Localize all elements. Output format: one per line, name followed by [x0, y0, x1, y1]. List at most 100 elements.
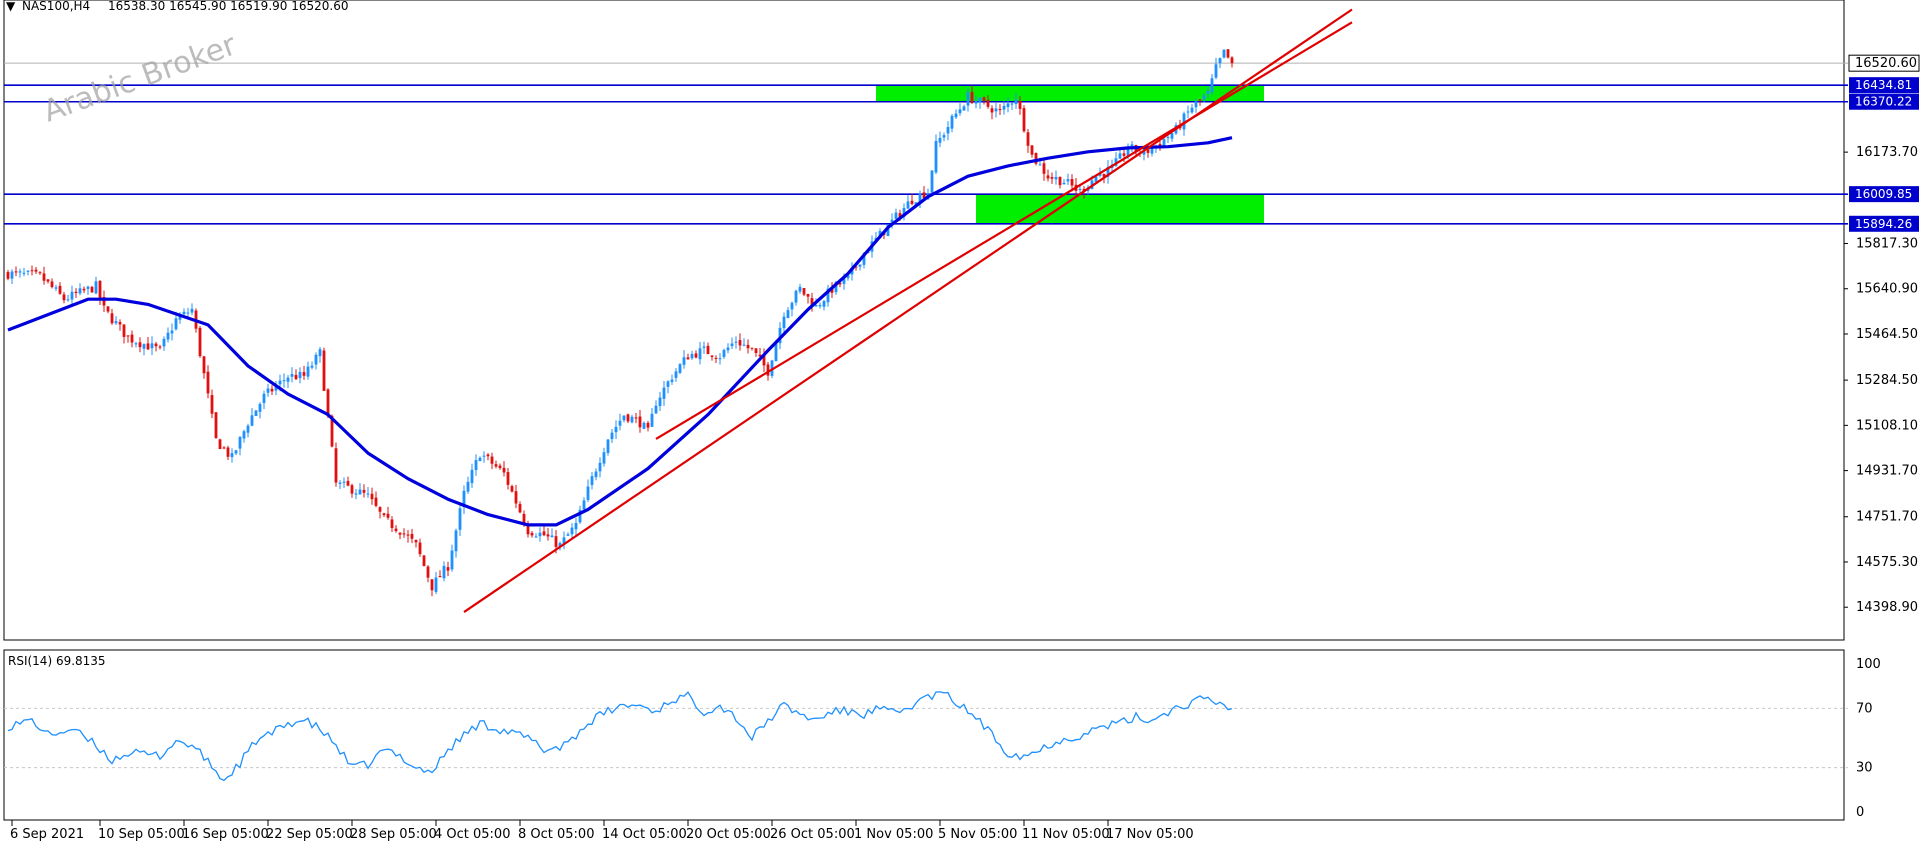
candle-body	[1162, 139, 1166, 147]
candle-body	[266, 388, 270, 393]
candle-body	[414, 539, 418, 543]
candle-body	[1070, 179, 1074, 186]
y-tick-label: 14931.70	[1856, 464, 1918, 479]
level-price-box	[1849, 77, 1919, 94]
candle-body	[890, 219, 894, 223]
candle-body	[1058, 176, 1062, 186]
candle-body	[418, 542, 422, 555]
candle-body	[742, 344, 746, 346]
candle-body	[794, 290, 798, 303]
candle-body	[342, 481, 346, 483]
x-tick-label: 16 Sep 05:00	[182, 827, 269, 842]
candle-body	[814, 305, 818, 307]
candle-body	[326, 389, 330, 417]
candle-body	[242, 431, 246, 439]
trendline	[655, 21, 1353, 440]
candle-body	[238, 437, 242, 449]
candle-body	[722, 349, 726, 357]
candle-body	[254, 410, 258, 416]
candle-body	[534, 536, 538, 538]
candle-body	[362, 489, 366, 493]
candle-body	[1198, 99, 1202, 101]
candle-body	[450, 550, 454, 570]
candle-body	[6, 272, 10, 279]
candle-body	[106, 306, 110, 312]
candle-body	[558, 543, 562, 547]
level-price-label: 15894.26	[1855, 217, 1912, 231]
candle-body	[546, 534, 550, 537]
candle-body	[650, 413, 654, 427]
candle-body	[790, 302, 794, 310]
candle-body	[574, 523, 578, 530]
candle-body	[702, 346, 706, 348]
candle-body	[1014, 99, 1018, 105]
x-tick-label: 17 Nov 05:00	[1106, 827, 1194, 842]
candle-body	[758, 354, 762, 357]
candle-body	[94, 281, 98, 294]
x-tick-label: 14 Oct 05:00	[602, 827, 687, 842]
x-tick-label: 28 Sep 05:00	[350, 827, 437, 842]
candle-body	[614, 426, 618, 433]
candle-body	[974, 101, 978, 104]
candle-body	[894, 212, 898, 219]
rsi-tick-label: 30	[1856, 761, 1873, 776]
candle-body	[1118, 153, 1122, 159]
candle-body	[566, 534, 570, 536]
y-axis: 16173.70 15817.30 15640.90 15464.50 15284.50…	[1844, 145, 1918, 615]
candle-body	[178, 315, 182, 320]
candle-body	[322, 350, 326, 391]
candle-body	[678, 364, 682, 373]
candle-body	[818, 305, 822, 307]
candle-body	[958, 109, 962, 114]
candle-body	[126, 335, 130, 337]
candle-body	[366, 493, 370, 495]
candle-body	[1094, 176, 1098, 182]
candle-body	[658, 397, 662, 407]
candle-body	[1018, 101, 1022, 109]
header-arrow-icon[interactable]: ▼	[6, 0, 16, 13]
candle-body	[734, 341, 738, 343]
rsi-tick-label: 0	[1856, 805, 1864, 820]
candle-body	[654, 405, 658, 414]
candle-body	[686, 357, 690, 360]
x-tick-label: 26 Oct 05:00	[770, 827, 855, 842]
candle-body	[782, 316, 786, 329]
candle-body	[410, 533, 414, 539]
candle-body	[906, 201, 910, 209]
candle-body	[350, 485, 354, 494]
candle-body	[638, 416, 642, 428]
candle-body	[250, 415, 254, 426]
candle-body	[1062, 182, 1066, 185]
candle-body	[770, 360, 774, 376]
y-tick-label: 15464.50	[1856, 327, 1918, 342]
candle-body	[606, 439, 610, 453]
candle-body	[1002, 105, 1006, 110]
candle-body	[982, 97, 986, 101]
candle-body	[442, 565, 446, 579]
candle-body	[778, 327, 782, 344]
candle-body	[398, 532, 402, 535]
candle-body	[682, 357, 686, 365]
level-price-label: 16009.85	[1855, 187, 1912, 201]
candle-body	[750, 347, 754, 349]
candle-body	[954, 113, 958, 118]
candle-body	[282, 380, 286, 382]
candle-body	[202, 356, 206, 374]
rsi-layer	[4, 691, 1848, 782]
candle-body	[598, 462, 602, 472]
supply-demand-zone	[976, 194, 1264, 224]
candle-body	[862, 253, 866, 265]
candle-body	[114, 321, 118, 324]
candle-body	[918, 193, 922, 202]
candle-body	[994, 108, 998, 112]
x-tick-label: 22 Sep 05:00	[266, 827, 353, 842]
candle-body	[1170, 133, 1174, 139]
candle-body	[174, 318, 178, 330]
candle-body	[1206, 90, 1210, 94]
candle-body	[438, 576, 442, 578]
candle-body	[662, 387, 666, 399]
candle-body	[62, 294, 66, 301]
candle-body	[430, 579, 434, 591]
